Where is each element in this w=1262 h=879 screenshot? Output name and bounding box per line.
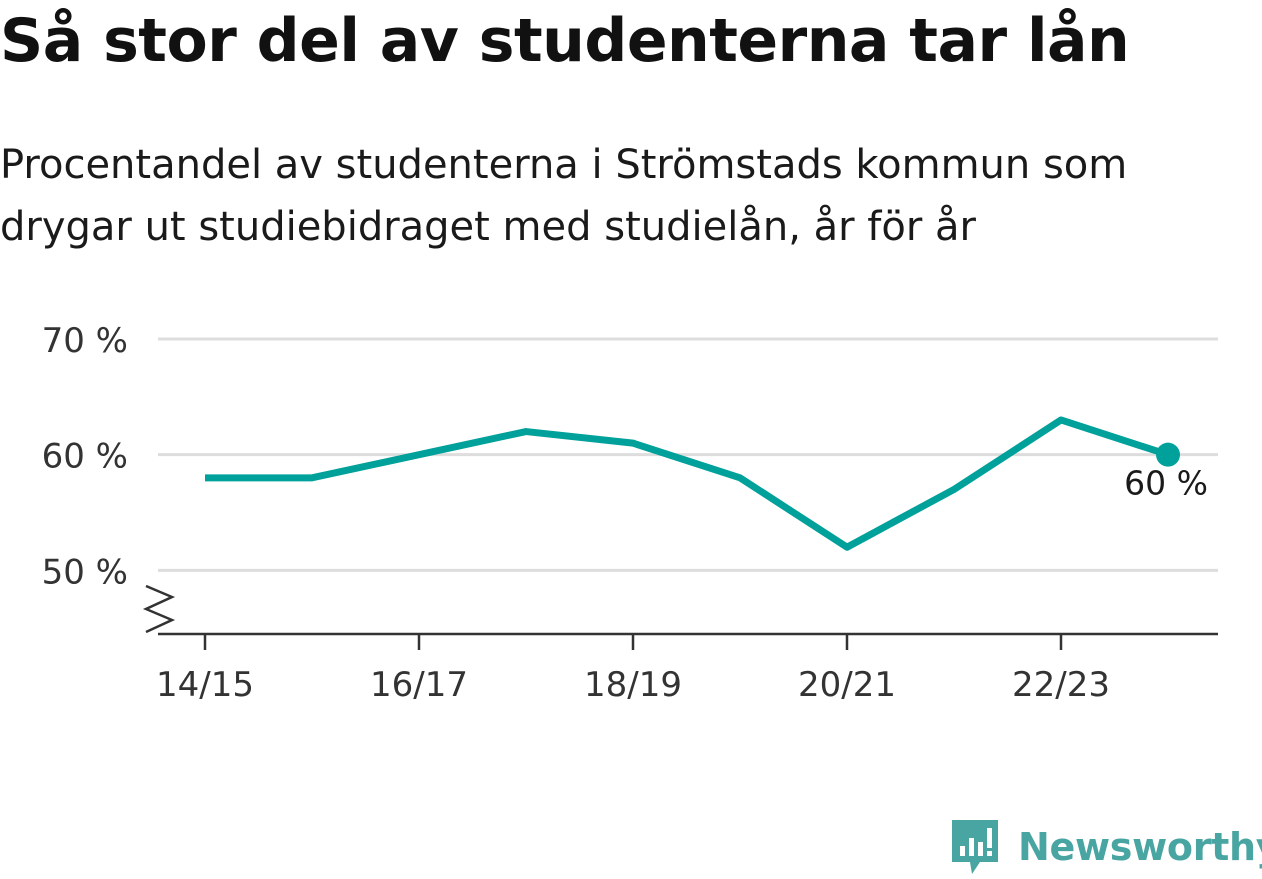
x-tick-label: 22/23 bbox=[1012, 665, 1110, 705]
x-tick-label: 14/15 bbox=[156, 665, 254, 705]
end-value-label: 60 % bbox=[1124, 464, 1208, 503]
x-tick-label: 20/21 bbox=[798, 665, 896, 705]
series-line bbox=[205, 416, 1170, 551]
x-tick-label: 16/17 bbox=[370, 665, 468, 705]
brand-name: Newsworthy bbox=[1018, 825, 1262, 869]
series-line-group: 60 % bbox=[205, 416, 1208, 551]
y-tick-label: 70 % bbox=[42, 321, 128, 361]
gridlines bbox=[158, 337, 1218, 572]
newsworthy-logo-icon bbox=[952, 820, 998, 874]
y-tick-label: 50 % bbox=[42, 552, 128, 592]
x-tick-label: 18/19 bbox=[584, 665, 682, 705]
y-tick-label: 60 % bbox=[42, 437, 128, 477]
newsworthy-brand: Newsworthy bbox=[950, 818, 1262, 876]
chart-title: Så stor del av studenterna tar lån bbox=[0, 6, 1130, 76]
end-point-marker bbox=[1156, 442, 1180, 467]
chart-subtitle: Procentandel av studenterna i Strömstads… bbox=[0, 142, 1128, 250]
axis-break-icon bbox=[142, 584, 176, 634]
x-axis: 14/15 16/17 18/19 20/21 22/23 bbox=[142, 584, 1218, 705]
y-axis-tick-labels: 50 % 60 % 70 % bbox=[42, 321, 128, 592]
